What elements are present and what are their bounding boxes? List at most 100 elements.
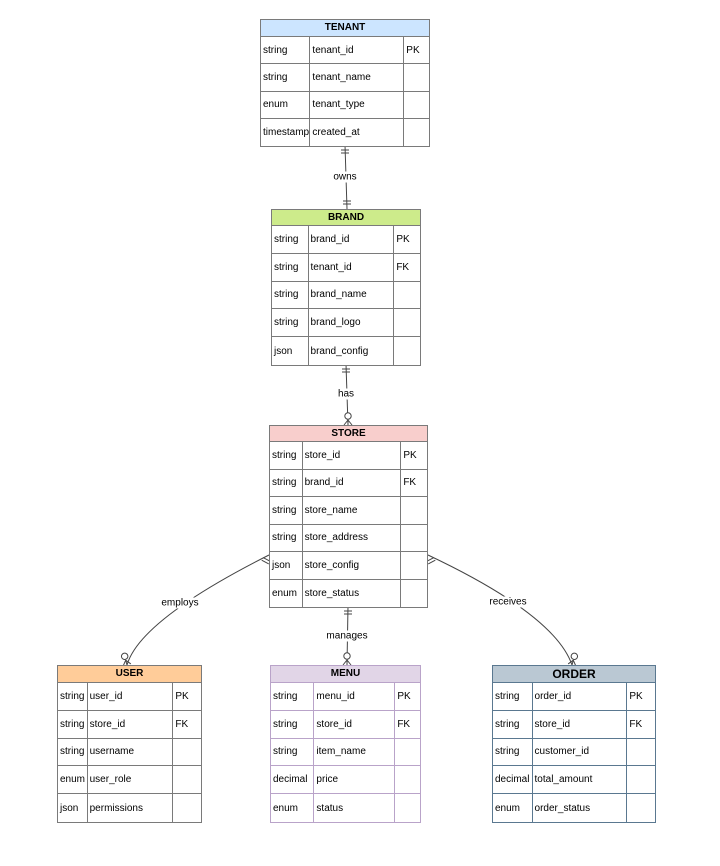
attribute-row: string store_name — [270, 497, 427, 525]
attribute-row: string tenant_id FK — [272, 253, 420, 282]
attribute-name: tenant_type — [309, 91, 403, 118]
attribute-key — [403, 118, 429, 147]
attribute-type: string — [495, 690, 520, 702]
attribute-row: string menu_id PK — [271, 683, 420, 711]
attribute-row: enum order_status — [493, 794, 655, 822]
attribute-name: price — [313, 766, 394, 794]
attribute-name: status — [313, 794, 394, 822]
attribute-type: json — [274, 345, 293, 357]
attribute-type: string — [60, 690, 85, 702]
entity-store[interactable]: STORE string store_id PK string brand_id FK str… — [269, 425, 428, 608]
entity-header: ORDER — [493, 666, 655, 683]
one-mandatory-marker — [344, 610, 352, 615]
attribute-row: string customer_id — [493, 738, 655, 767]
attribute-key: FK — [394, 710, 420, 738]
attribute-key — [394, 766, 420, 794]
attribute-name: store_config — [301, 552, 401, 579]
attribute-name: username — [86, 738, 173, 766]
attribute-key — [626, 794, 655, 822]
attribute-name: order_id — [531, 683, 627, 710]
entity-user[interactable]: USER string user_id PK string store_id FK strin… — [57, 665, 202, 823]
attribute-key — [626, 738, 655, 766]
entity-header: TENANT — [261, 20, 429, 37]
attribute-key: PK — [626, 683, 655, 710]
attribute-type: enum — [263, 99, 289, 111]
attribute-name: store_name — [301, 497, 401, 524]
entity-menu[interactable]: MENU string menu_id PK string store_id FK strin… — [270, 665, 421, 823]
attribute-key: FK — [393, 253, 420, 281]
attribute-name: store_id — [86, 710, 173, 738]
attribute-row: enum store_status — [270, 579, 427, 607]
attribute-key — [400, 552, 427, 579]
relationship-label: receives — [488, 596, 528, 608]
attribute-key: PK — [394, 683, 420, 710]
attribute-type: enum — [273, 802, 299, 814]
attribute-name: brand_name — [307, 281, 394, 309]
attribute-name: brand_id — [307, 226, 394, 253]
one-mandatory-marker — [426, 557, 436, 565]
attribute-row: string brand_logo — [272, 309, 420, 338]
attribute-name: brand_logo — [307, 309, 394, 337]
attribute-row: string tenant_name — [261, 64, 429, 92]
attribute-key — [394, 794, 420, 822]
attribute-row: string order_id PK — [493, 683, 655, 711]
attribute-type: string — [272, 477, 297, 489]
attribute-name: menu_id — [313, 683, 394, 710]
attribute-key — [403, 91, 429, 118]
entity-tenant[interactable]: TENANT string tenant_id PK string tenant_name… — [260, 19, 430, 148]
attribute-type: decimal — [273, 774, 308, 786]
attribute-type: string — [263, 44, 288, 56]
attribute-row: string user_id PK — [58, 683, 201, 711]
attribute-name: brand_config — [307, 337, 394, 365]
attribute-type: string — [495, 746, 520, 758]
attribute-key — [400, 579, 427, 607]
attribute-row: string store_id FK — [58, 710, 201, 739]
attribute-row: string store_id FK — [271, 710, 420, 739]
attribute-row: string item_name — [271, 738, 420, 767]
zero-or-many-marker — [343, 412, 353, 426]
attribute-name: user_id — [86, 683, 173, 710]
attribute-type: string — [495, 718, 520, 730]
attribute-key — [172, 794, 201, 822]
attribute-type: enum — [272, 587, 298, 599]
attribute-type: string — [273, 718, 298, 730]
attribute-row: enum status — [271, 794, 420, 822]
attribute-type: string — [263, 71, 288, 83]
attribute-key — [172, 738, 201, 766]
attribute-name: store_address — [301, 524, 401, 551]
attribute-name: item_name — [313, 738, 394, 766]
attribute-type: string — [274, 261, 299, 273]
attribute-key — [626, 766, 655, 794]
attribute-row: string store_id PK — [270, 442, 427, 470]
one-mandatory-marker — [343, 200, 351, 205]
relationship-line — [427, 554, 573, 666]
entity-header: MENU — [271, 666, 420, 683]
attribute-type: enum — [495, 802, 521, 814]
attribute-row: json store_config — [270, 552, 427, 580]
attribute-key — [403, 64, 429, 91]
attribute-name: created_at — [309, 118, 403, 147]
attribute-type: json — [60, 802, 79, 814]
attribute-key: PK — [403, 37, 429, 64]
attribute-row: string brand_id PK — [272, 226, 420, 254]
attribute-name: user_role — [86, 766, 173, 794]
attribute-type: string — [274, 233, 299, 245]
attribute-row: string brand_id FK — [270, 469, 427, 497]
attribute-key — [393, 309, 420, 337]
attribute-type: timestamp — [263, 127, 310, 139]
attribute-key — [393, 281, 420, 309]
attribute-name: customer_id — [531, 738, 627, 766]
attribute-key — [393, 337, 420, 365]
attribute-type: enum — [60, 774, 86, 786]
attribute-key: FK — [626, 710, 655, 738]
attribute-name: brand_id — [301, 469, 401, 496]
attribute-key: PK — [172, 683, 201, 710]
relationship-label: employs — [160, 597, 200, 609]
entity-order[interactable]: ORDER string order_id PK string store_id FK str… — [492, 665, 656, 823]
attribute-row: enum tenant_type — [261, 91, 429, 119]
entity-brand[interactable]: BRAND string brand_id PK string tenant_id FK st… — [271, 209, 421, 366]
attribute-name: tenant_id — [309, 37, 403, 64]
entity-header: BRAND — [272, 210, 420, 226]
attribute-type: string — [273, 746, 298, 758]
